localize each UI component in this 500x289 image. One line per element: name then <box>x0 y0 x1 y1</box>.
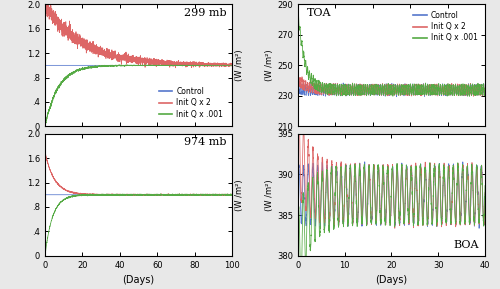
Legend: Control, Init Q x 2, Init Q x .001: Control, Init Q x 2, Init Q x .001 <box>157 86 224 120</box>
Y-axis label: (W /m²): (W /m²) <box>266 49 274 81</box>
X-axis label: (Days): (Days) <box>122 275 154 285</box>
Text: TOA: TOA <box>307 8 332 18</box>
X-axis label: (Days): (Days) <box>376 275 408 285</box>
Text: 299 mb: 299 mb <box>184 8 226 18</box>
Y-axis label: (W /m²): (W /m²) <box>265 179 274 211</box>
Text: BOA: BOA <box>454 240 479 250</box>
Legend: Control, Init Q x 2, Init Q x .001: Control, Init Q x 2, Init Q x .001 <box>412 9 480 44</box>
Y-axis label: (W /m²): (W /m²) <box>235 49 244 81</box>
Text: 974 mb: 974 mb <box>184 137 226 147</box>
Y-axis label: (W /m²): (W /m²) <box>235 179 244 211</box>
